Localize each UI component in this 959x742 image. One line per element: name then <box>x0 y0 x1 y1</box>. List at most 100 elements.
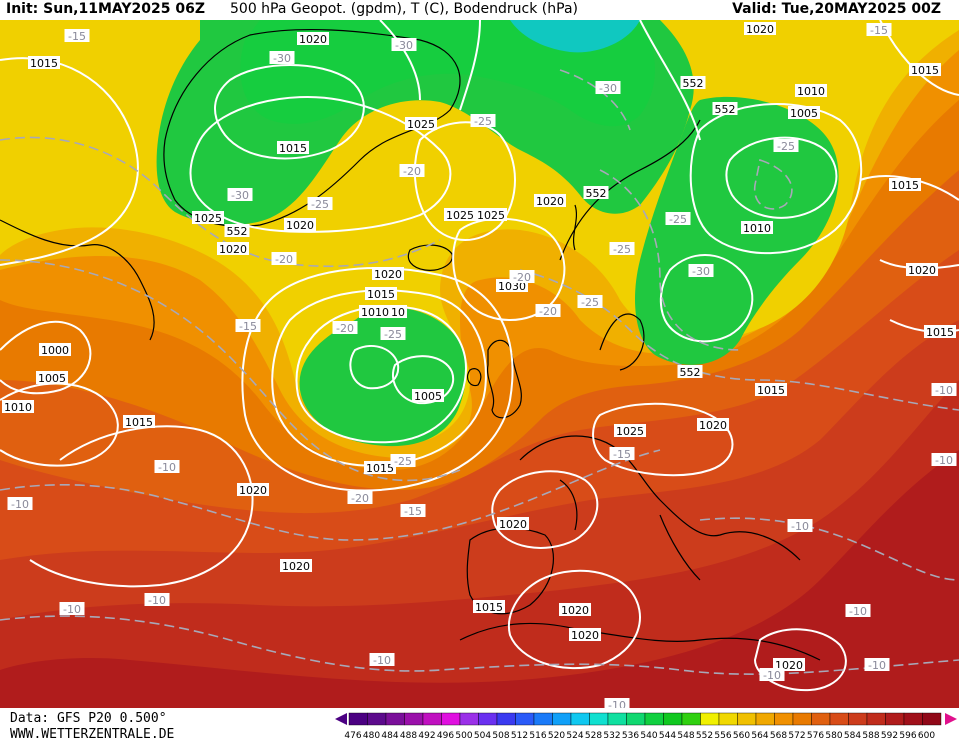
isobar <box>392 355 455 405</box>
isobar-label-box <box>405 117 437 130</box>
scale-value-label: 588 <box>862 731 879 741</box>
isotherm-label-box <box>845 604 871 617</box>
isotherm-label: -30 <box>391 38 417 52</box>
scale-swatch <box>681 712 701 726</box>
isobar-label-box <box>280 559 312 572</box>
isotherm-label-text: -25 <box>669 213 687 226</box>
isotherm-label: -20 <box>535 304 561 318</box>
isotherm-label: -30 <box>688 264 714 278</box>
isobar-label-box <box>569 628 601 641</box>
geopotential-label-text: 552 <box>227 225 248 238</box>
isobar <box>725 136 838 219</box>
scale-swatch <box>903 712 923 726</box>
isotherm-label-text: -10 <box>791 520 809 533</box>
isobar-label: 1025 <box>444 208 476 222</box>
field-540-blue <box>510 20 640 53</box>
isotherm-label: -10 <box>759 668 785 682</box>
isotherm-label: -30 <box>269 51 295 65</box>
isotherm-label: -25 <box>307 197 333 211</box>
init-time: Init: Sun,11MAY2025 06Z <box>6 1 205 17</box>
isotherm-label-box <box>773 139 799 152</box>
isobar-label-box <box>359 305 391 318</box>
geopotential-label-box <box>712 102 738 115</box>
isotherm-label: -10 <box>144 593 170 607</box>
isobar-label-box <box>389 305 407 318</box>
field-552-east <box>635 96 839 365</box>
isobar-label: 1015 <box>924 325 956 339</box>
isobar <box>213 64 365 160</box>
isobar-label-text: 1015 <box>891 179 919 192</box>
isotherm-label-box <box>380 327 406 340</box>
isotherm-label-text: -10 <box>868 659 886 672</box>
isotherm-label-text: -15 <box>870 24 888 37</box>
isobar-label-box <box>744 22 776 35</box>
scale-swatch <box>644 712 664 726</box>
isotherm-label: -25 <box>577 295 603 309</box>
isotherm-label: -10 <box>931 383 957 397</box>
isobar-label-text: 1010 <box>797 85 825 98</box>
isotherm-label-text: -15 <box>239 320 257 333</box>
isotherm-label-box <box>7 497 33 510</box>
isobar-label-text: 1020 <box>286 219 314 232</box>
isotherm-label: -10 <box>787 519 813 533</box>
isobar-label-text: 1020 <box>299 33 327 46</box>
isobar-label: 1020 <box>297 32 329 46</box>
isobar <box>271 289 487 467</box>
isobar <box>639 20 701 141</box>
isobar-label-text: 1020 <box>699 419 727 432</box>
isotherm-label-text: -10 <box>148 594 166 607</box>
isobar-label-box <box>412 389 444 402</box>
scale-value-label: 476 <box>344 731 361 741</box>
isobar-label-text: 1015 <box>125 416 153 429</box>
isobar-label-box <box>773 658 805 671</box>
isotherm-label: -15 <box>400 504 426 518</box>
scale-labels: 476 480 484 488 492 496 500 504 508 512 516 520 524 5… <box>344 731 935 741</box>
scale-swatch <box>385 712 405 726</box>
scale-value-label: 584 <box>844 731 861 741</box>
scale-value-label: 596 <box>899 731 916 741</box>
isotherm-label-text: -10 <box>849 605 867 618</box>
isobar-label-text: 1010 <box>361 306 389 319</box>
isobar-label: 1025 <box>192 211 224 225</box>
scale-value-label: 524 <box>566 731 583 741</box>
scale-swatch <box>848 712 868 726</box>
isobar-label-text: 1030 <box>498 280 526 293</box>
geopotential-label-box <box>224 224 250 237</box>
isotherm-label-text: -25 <box>474 115 492 128</box>
isotherm-label: -10 <box>604 698 630 708</box>
isotherm-label-box <box>400 504 426 517</box>
isobar-label-box <box>2 400 34 413</box>
isotherm-label-text: -10 <box>763 669 781 682</box>
isotherm-label: -20 <box>347 491 373 505</box>
isobar-label: 1010 <box>359 305 391 319</box>
scale-value-label: 572 <box>788 731 805 741</box>
geopotential-label: 552 <box>583 186 609 200</box>
isotherm-label-box <box>144 593 170 606</box>
isotherm-label-text: -15 <box>613 448 631 461</box>
isotherm-label: -10 <box>59 602 85 616</box>
isobar-label-text: 1015 <box>30 57 58 70</box>
isotherm <box>0 259 461 482</box>
isotherm-label-box <box>307 197 333 210</box>
isotherm-label-box <box>931 453 957 466</box>
isobar-label-box <box>39 343 71 356</box>
isotherm-label-text: -30 <box>395 39 413 52</box>
scale-swatch <box>348 712 368 726</box>
isotherm-label-box <box>595 81 621 94</box>
isobar-label: 1020 <box>217 242 249 256</box>
norway-coast-east <box>572 204 578 251</box>
scale-value-label: 580 <box>825 731 842 741</box>
isobar-label: 1020 <box>569 628 601 642</box>
scale-value-label: 504 <box>474 731 491 741</box>
isobar-label: 1020 <box>559 603 591 617</box>
isobar-label-text: 1015 <box>757 384 785 397</box>
scale-swatch <box>737 712 757 726</box>
isotherm-label: -25 <box>380 327 406 341</box>
isobar-label: 10 <box>389 305 407 319</box>
isobar-label-text: 1000 <box>41 344 69 357</box>
isotherm-label-box <box>864 658 890 671</box>
isobar <box>241 267 514 492</box>
scale-value-label: 532 <box>603 731 620 741</box>
isobar-label-box <box>364 461 396 474</box>
geopotential-label-text: 552 <box>715 103 736 116</box>
